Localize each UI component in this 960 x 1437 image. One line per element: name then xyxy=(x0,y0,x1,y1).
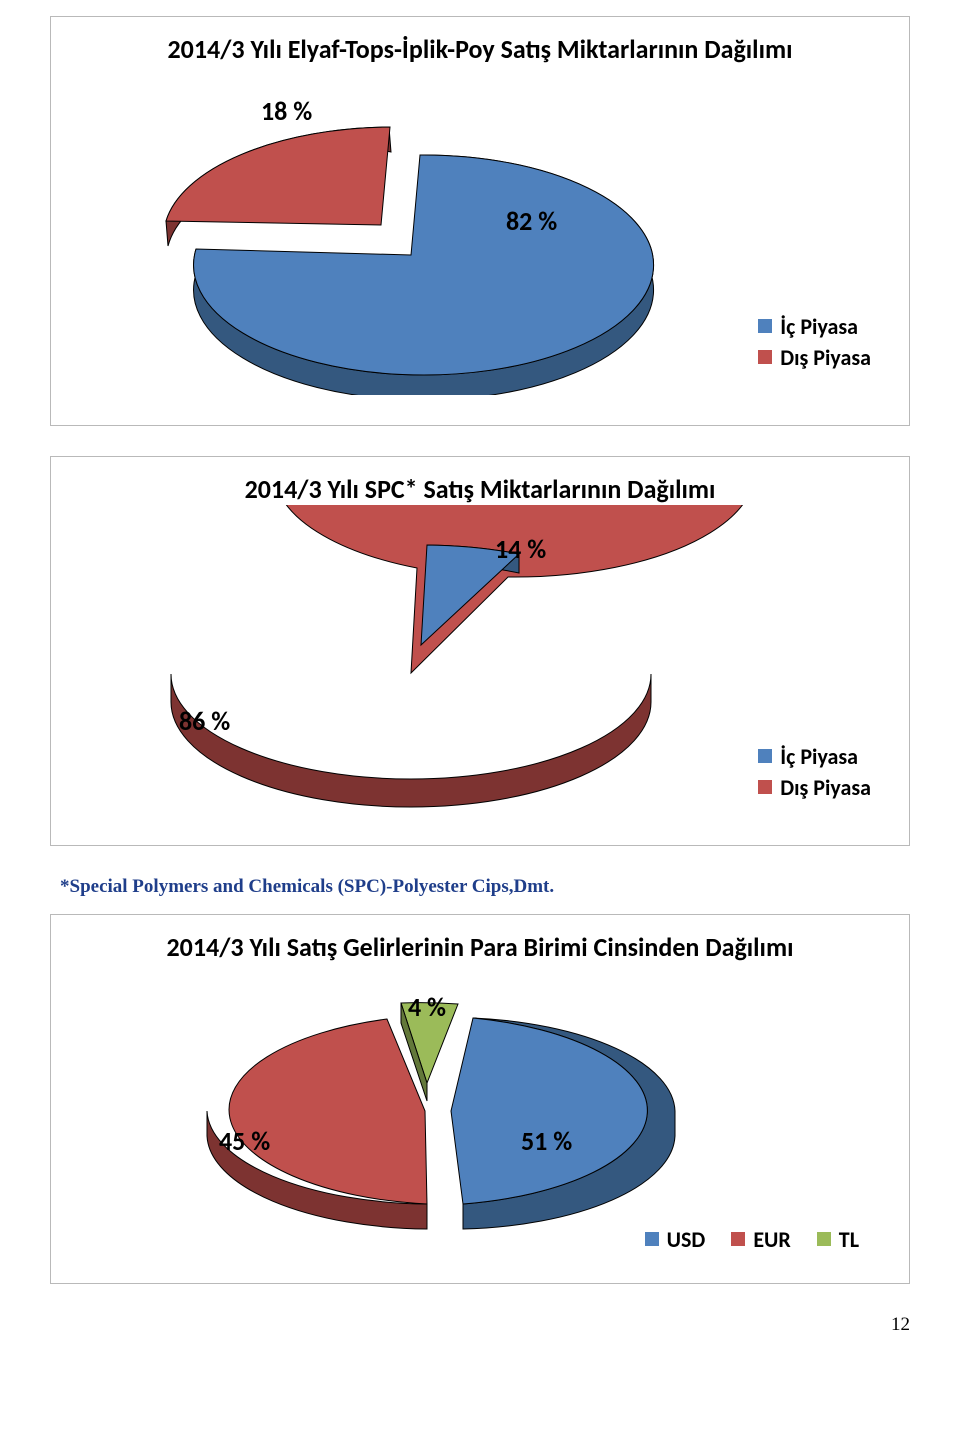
chart3-label-slice1: 45 % xyxy=(219,1125,270,1157)
legend-label: USD xyxy=(667,1226,706,1253)
chart1-legend: İç Piyasa Dış Piyasa xyxy=(758,309,871,375)
chart3-svg xyxy=(71,963,891,1253)
chart1-legend-item: Dış Piyasa xyxy=(758,344,871,371)
chart1-title: 2014/3 Yılı Elyaf-Tops-İplik-Poy Satış M… xyxy=(71,35,889,65)
legend-swatch xyxy=(731,1232,745,1246)
legend-swatch xyxy=(758,350,772,364)
chart1-canvas: 18 % 82 % İç Piyasa Dış Piyasa xyxy=(71,65,889,405)
legend-label: İç Piyasa xyxy=(780,743,858,770)
chart3-legend-item: TL xyxy=(817,1226,859,1253)
chart1-label-slice0: 82 % xyxy=(506,205,557,237)
chart2-legend: İç Piyasa Dış Piyasa xyxy=(758,739,871,805)
chart2-label-slice1: 86 % xyxy=(179,705,230,737)
chart2-canvas: 14 % 86 % İç Piyasa Dış Piyasa xyxy=(71,505,889,825)
legend-label: Dış Piyasa xyxy=(780,344,871,371)
chart3-legend: USD EUR TL xyxy=(645,1222,859,1257)
chart2-panel: 2014/3 Yılı SPC* Satış Miktarlarının Dağ… xyxy=(50,456,910,846)
chart2-title: 2014/3 Yılı SPC* Satış Miktarlarının Dağ… xyxy=(71,475,889,505)
legend-label: TL xyxy=(839,1226,859,1253)
chart1-legend-item: İç Piyasa xyxy=(758,313,871,340)
chart3-legend-item: EUR xyxy=(731,1226,790,1253)
chart3-label-slice0: 51 % xyxy=(521,1125,572,1157)
footnote: *Special Polymers and Chemicals (SPC)-Po… xyxy=(60,876,960,898)
legend-swatch xyxy=(645,1232,659,1246)
legend-label: İç Piyasa xyxy=(780,313,858,340)
chart3-legend-item: USD xyxy=(645,1226,706,1253)
chart1-panel: 2014/3 Yılı Elyaf-Tops-İplik-Poy Satış M… xyxy=(50,16,910,426)
chart3-label-slice2: 4 % xyxy=(408,991,446,1023)
legend-label: EUR xyxy=(753,1226,790,1253)
chart3-canvas: 4 % 45 % 51 % USD EUR TL xyxy=(71,963,889,1263)
legend-label: Dış Piyasa xyxy=(780,774,871,801)
chart2-label-slice0: 14 % xyxy=(495,533,546,565)
legend-swatch xyxy=(817,1232,831,1246)
page-number: 12 xyxy=(0,1314,910,1336)
legend-swatch xyxy=(758,749,772,763)
chart2-legend-item: İç Piyasa xyxy=(758,743,871,770)
chart3-panel: 2014/3 Yılı Satış Gelirlerinin Para Biri… xyxy=(50,914,910,1284)
legend-swatch xyxy=(758,319,772,333)
chart3-title: 2014/3 Yılı Satış Gelirlerinin Para Biri… xyxy=(71,933,889,963)
chart2-legend-item: Dış Piyasa xyxy=(758,774,871,801)
chart1-label-slice1: 18 % xyxy=(261,95,312,127)
legend-swatch xyxy=(758,780,772,794)
